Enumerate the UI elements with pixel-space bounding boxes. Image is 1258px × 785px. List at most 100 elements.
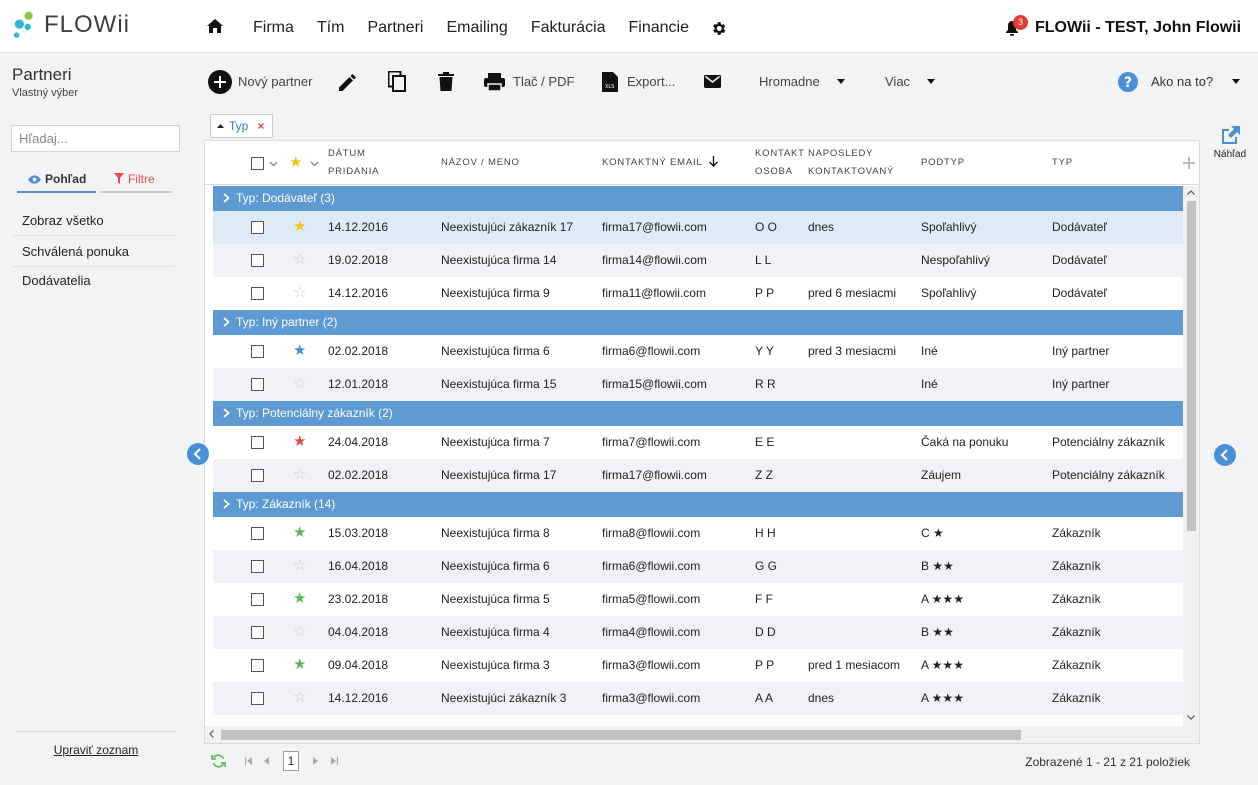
table-row[interactable]: ☆ 14.12.2016 Neexistujúca firma 9 firma11@f… (213, 277, 1183, 310)
col-name[interactable]: Názov / meno (441, 157, 520, 168)
copy-button[interactable] (388, 53, 406, 110)
gear-icon[interactable] (710, 20, 727, 37)
col-type[interactable]: Typ (1052, 157, 1073, 168)
star-icon[interactable]: ★ (293, 524, 307, 541)
table-row[interactable]: ☆ 02.02.2018 Neexistujúca firma 17 firma17@… (213, 459, 1183, 492)
home-icon[interactable] (206, 18, 224, 34)
nav-partneri[interactable]: Partneri (367, 19, 424, 36)
delete-button[interactable] (438, 53, 454, 110)
print-button[interactable]: Tlač / PDF (484, 53, 574, 110)
row-checkbox[interactable] (251, 436, 264, 449)
table-row[interactable]: ☆ 14.12.2016 Neexistujúci zákazník 3 firma3… (213, 682, 1183, 715)
preview-button[interactable]: Náhľad (1210, 126, 1250, 160)
first-page-icon[interactable] (245, 757, 253, 765)
current-page[interactable]: 1 (283, 751, 299, 771)
table-row[interactable]: ★ 15.03.2018 Neexistujúca firma 8 firma8@fl… (213, 517, 1183, 550)
horizontal-scrollbar[interactable] (205, 726, 1199, 743)
row-checkbox[interactable] (251, 659, 264, 672)
remove-group-icon[interactable]: × (257, 119, 265, 133)
prev-page-icon[interactable] (264, 757, 270, 765)
table-row[interactable]: ★ 14.12.2016 Neexistujúci zákazník 17 firma… (213, 211, 1183, 244)
row-checkbox[interactable] (251, 345, 264, 358)
group-row[interactable]: Typ: Potenciálny zákazník (2) (213, 401, 1183, 426)
nav-firma[interactable]: Firma (253, 19, 294, 36)
scroll-down-icon[interactable] (1187, 715, 1195, 720)
row-checkbox[interactable] (251, 692, 264, 705)
add-column-icon[interactable] (1183, 157, 1195, 169)
new-partner-button[interactable]: Nový partner (208, 53, 312, 110)
star-icon[interactable]: ☆ (293, 623, 307, 640)
table-row[interactable]: ★ 23.02.2018 Neexistujúca firma 5 firma5@fl… (213, 583, 1183, 616)
nav-financie[interactable]: Financie (628, 19, 690, 36)
star-icon[interactable]: ★ (293, 433, 307, 450)
nav-fakturacia[interactable]: Fakturácia (530, 19, 606, 36)
star-icon[interactable]: ☆ (293, 689, 307, 706)
star-icon[interactable]: ☆ (293, 375, 307, 392)
star-icon[interactable]: ★ (293, 218, 307, 235)
group-row[interactable]: Typ: Zákazník (14) (213, 492, 1183, 517)
logo[interactable]: FLOWii (12, 10, 130, 40)
star-icon[interactable]: ★ (293, 342, 307, 359)
table-row[interactable]: ★ 09.04.2018 Neexistujúca firma 3 firma3@fl… (213, 649, 1183, 682)
export-button[interactable]: XLS Export... (602, 53, 675, 110)
nav-tim[interactable]: Tím (316, 19, 345, 36)
group-row[interactable]: Typ: Iný partner (2) (213, 310, 1183, 335)
star-icon[interactable]: ☆ (293, 557, 307, 574)
star-icon[interactable]: ★ (293, 590, 307, 607)
help-button[interactable]: ? Ako na to? (1118, 53, 1241, 110)
select-all-checkbox[interactable] (251, 157, 264, 170)
list-item[interactable]: Schválená ponuka (12, 236, 174, 267)
vertical-scroll-thumb[interactable] (1187, 201, 1196, 531)
table-row[interactable]: ☆ 04.04.2018 Neexistujúca firma 4 firma4@fl… (213, 616, 1183, 649)
table-row[interactable]: ☆ 16.04.2018 Neexistujúca firma 6 firma6@fl… (213, 550, 1183, 583)
more-dropdown[interactable]: Viac (885, 53, 936, 110)
next-page-icon[interactable] (312, 757, 318, 765)
col-contact[interactable]: Kontakt osoba (755, 145, 805, 181)
col-email[interactable]: Kontaktný email (602, 154, 718, 172)
row-checkbox[interactable] (251, 626, 264, 639)
vertical-scrollbar[interactable] (1183, 186, 1199, 726)
star-filter-icon[interactable]: ★ (289, 154, 303, 171)
edit-list-link[interactable]: Upraviť zoznam (15, 731, 177, 757)
row-checkbox[interactable] (251, 287, 264, 300)
email-button[interactable] (704, 53, 721, 110)
star-icon[interactable]: ☆ (293, 284, 307, 301)
star-icon[interactable]: ☆ (293, 251, 307, 268)
tab-filter[interactable]: Filtre (100, 172, 172, 193)
refresh-icon[interactable] (211, 754, 226, 768)
account-name[interactable]: FLOWii - TEST, John Flowii (1035, 19, 1242, 36)
table-row[interactable]: ★ 02.02.2018 Neexistujúca firma 6 firma6@fl… (213, 335, 1183, 368)
collapse-left-panel-button[interactable] (187, 443, 209, 465)
horizontal-scroll-thumb[interactable] (221, 730, 1021, 740)
row-checkbox[interactable] (251, 221, 264, 234)
table-row[interactable]: ☆ 12.01.2018 Neexistujúca firma 15 firma15@… (213, 368, 1183, 401)
row-checkbox[interactable] (251, 378, 264, 391)
row-checkbox[interactable] (251, 469, 264, 482)
last-page-icon[interactable] (330, 757, 338, 765)
search-input[interactable] (11, 125, 180, 152)
list-item[interactable]: Zobraz všetko (12, 205, 174, 236)
row-checkbox[interactable] (251, 560, 264, 573)
list-item[interactable]: Dodávatelia (22, 273, 91, 288)
col-last-contacted[interactable]: Naposledy kontaktovaný (808, 145, 894, 181)
bulk-actions-dropdown[interactable]: Hromadne (759, 53, 845, 110)
table-row[interactable]: ★ 24.04.2018 Neexistujúca firma 7 firma7@fl… (213, 426, 1183, 459)
nav-emailing[interactable]: Emailing (446, 19, 508, 36)
col-subtype[interactable]: Podtyp (921, 157, 965, 168)
chevron-down-icon[interactable] (269, 161, 278, 167)
expand-preview-button[interactable] (1214, 444, 1236, 466)
group-by-chip[interactable]: Typ × (210, 114, 274, 138)
row-checkbox[interactable] (251, 254, 264, 267)
table-row[interactable]: ☆ 19.02.2018 Neexistujúca firma 14 firma14@… (213, 244, 1183, 277)
row-checkbox[interactable] (251, 593, 264, 606)
chevron-down-icon[interactable] (310, 161, 319, 167)
edit-button[interactable] (339, 53, 357, 110)
tab-view[interactable]: Pohľad (17, 172, 96, 193)
star-icon[interactable]: ★ (293, 656, 307, 673)
scroll-left-icon[interactable] (209, 730, 214, 738)
star-icon[interactable]: ☆ (293, 466, 307, 483)
scroll-up-icon[interactable] (1187, 190, 1195, 195)
group-row[interactable]: Typ: Dodávateľ (3) (213, 186, 1183, 211)
col-date[interactable]: Dátum pridania (328, 145, 379, 181)
row-checkbox[interactable] (251, 527, 264, 540)
